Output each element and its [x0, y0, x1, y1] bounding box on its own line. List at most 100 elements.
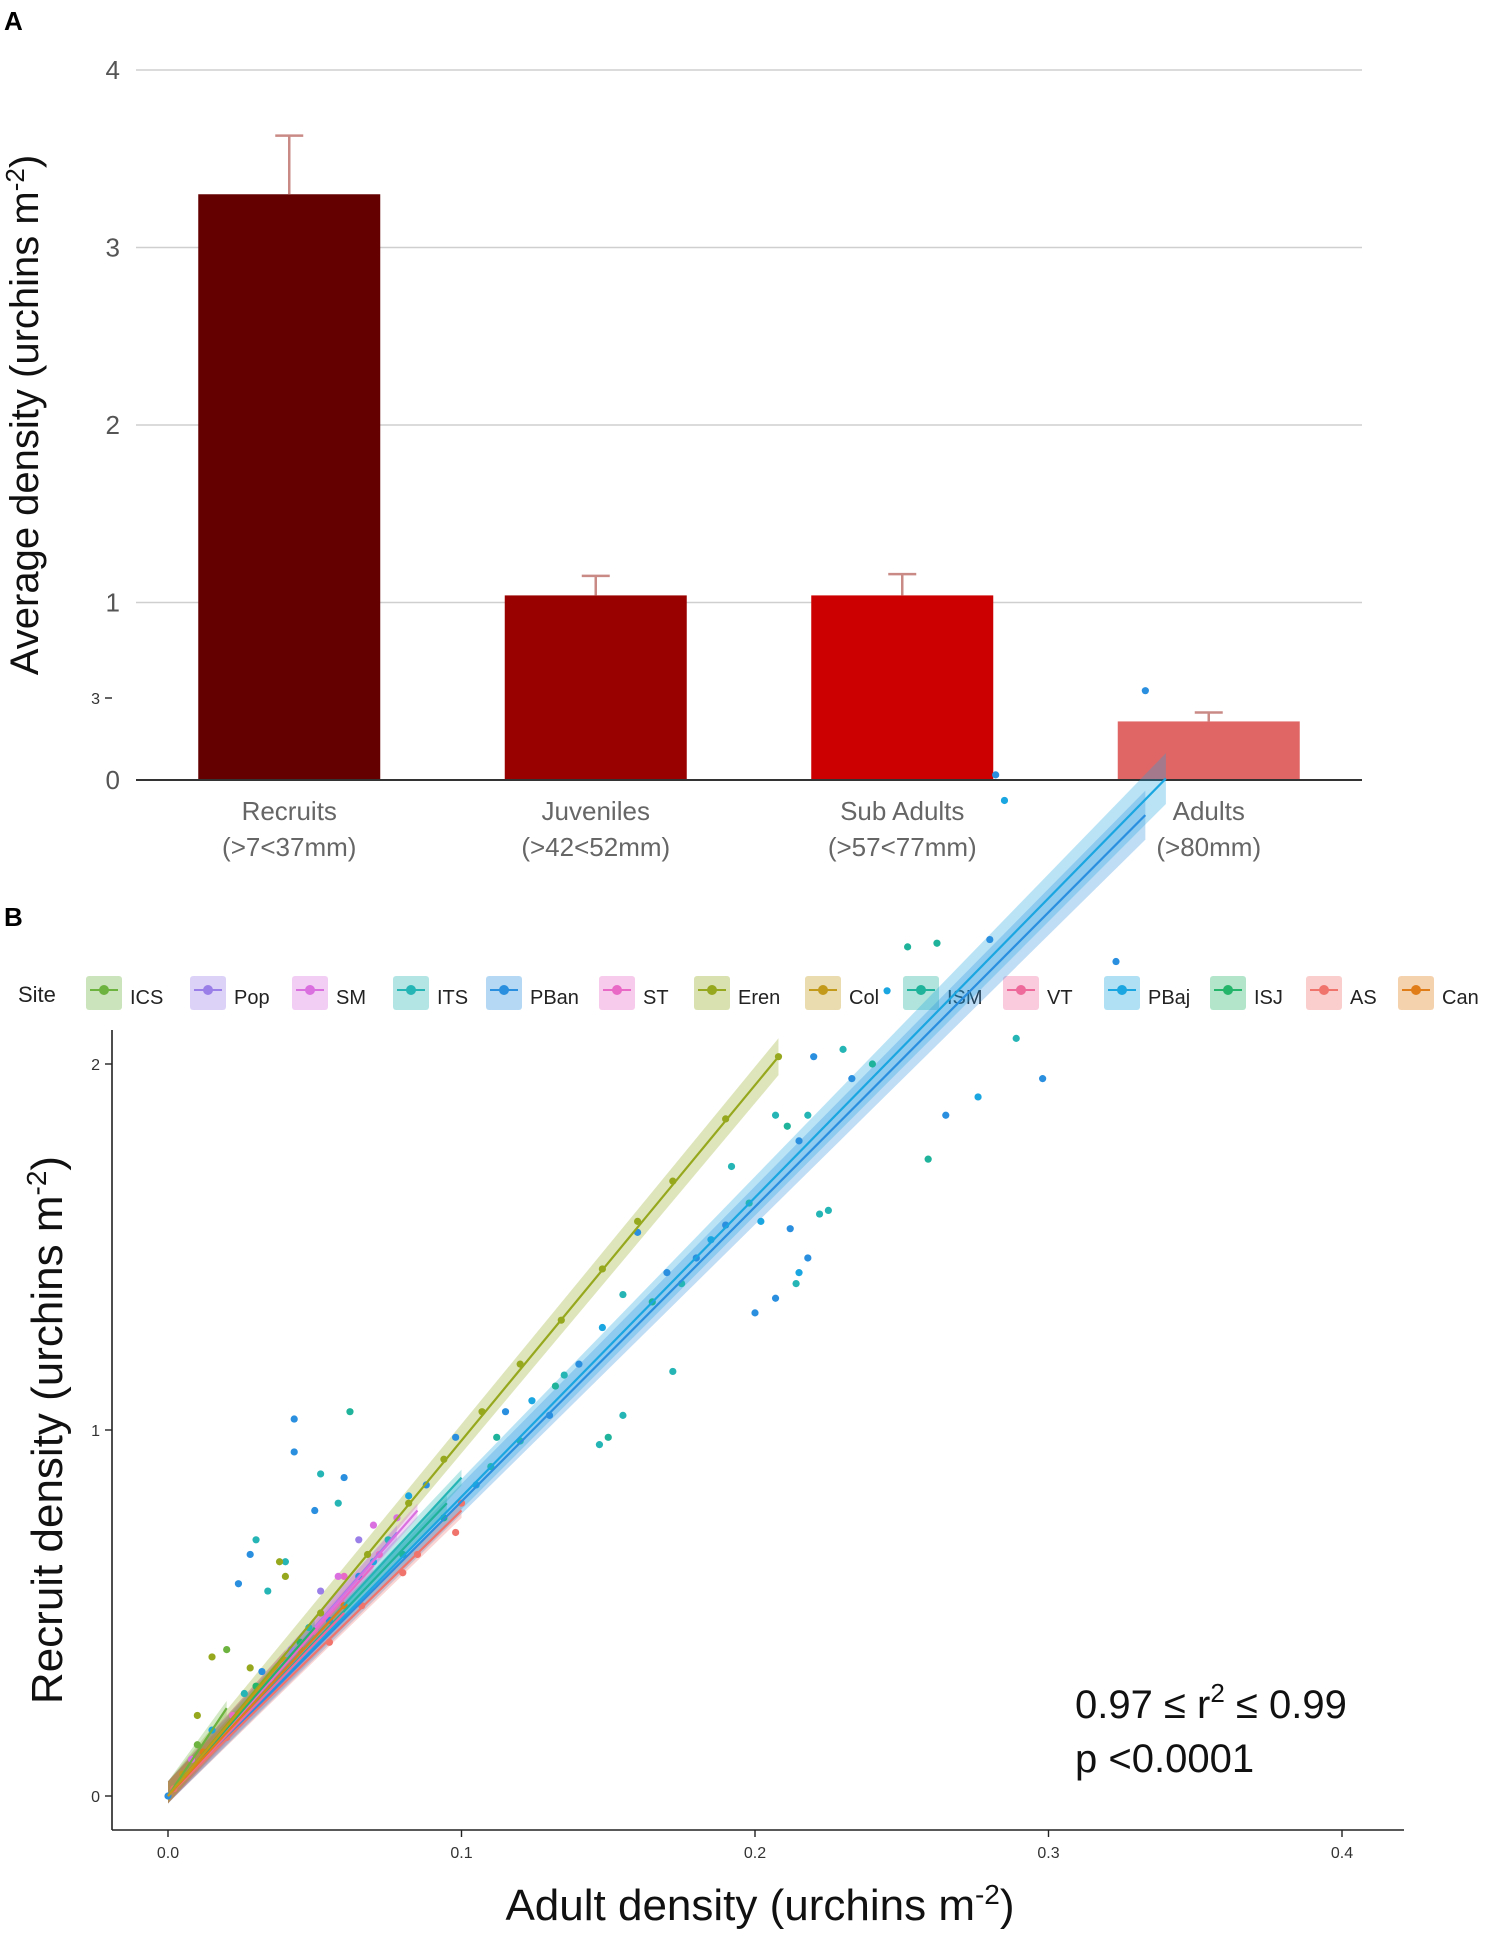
legend-label-col: Col	[849, 987, 879, 1009]
point-pban-126	[848, 1075, 856, 1083]
fit-line-as	[167, 1509, 463, 1797]
panel-a-letter: A	[4, 6, 23, 36]
point-its-26	[824, 1206, 832, 1214]
point-as-84	[452, 1528, 460, 1537]
y-tick-label-0: 0	[91, 1789, 100, 1806]
panel-b-fit-lines	[167, 777, 1167, 1797]
point-eren-117	[246, 1664, 254, 1672]
legend-dot-as	[1319, 985, 1329, 995]
point-eren-77	[208, 1653, 216, 1661]
panel-b-x-axis-label: Adult density (urchins m-2)	[505, 1879, 1014, 1930]
point-eren-53	[634, 1217, 642, 1225]
point-eren-118	[193, 1711, 201, 1720]
panel-b-y-axis-label: Recruit density (urchins m-2)	[21, 1156, 72, 1704]
y-tick-label-1: 1	[91, 1423, 100, 1440]
category-label-juveniles: Juveniles	[542, 796, 650, 826]
x-tick-label-0.3: 0.3	[1037, 1845, 1059, 1862]
category-label-recruits: Recruits	[242, 796, 337, 826]
legend-label-eren: Eren	[738, 987, 780, 1009]
legend-dot-pop	[203, 985, 213, 995]
legend-label-as: AS	[1350, 987, 1377, 1009]
point-as-83	[457, 1499, 466, 1507]
point-pban-21	[804, 1254, 812, 1262]
point-pban-48	[452, 1433, 460, 1441]
point-pban-68	[311, 1506, 319, 1515]
x-tick-label-0.4: 0.4	[1331, 1845, 1353, 1862]
point-pban-8	[1039, 1075, 1047, 1083]
point-pbaj-122	[528, 1397, 536, 1405]
point-as-86	[399, 1569, 407, 1577]
point-ism-42	[551, 1382, 560, 1390]
point-pban-62	[290, 1415, 298, 1423]
point-pban-106	[258, 1667, 266, 1676]
bar-adults	[1117, 721, 1300, 780]
point-ism-4	[933, 939, 941, 947]
legend-dot-eren	[707, 985, 717, 995]
point-pban-6	[1112, 957, 1120, 966]
y-tick-label-2: 2	[106, 410, 120, 440]
legend-label-its: ITS	[437, 987, 468, 1009]
y-tick-label-0: 0	[106, 765, 120, 795]
point-its-33	[619, 1290, 627, 1299]
point-ics-76	[223, 1646, 231, 1654]
point-pban-19	[786, 1225, 794, 1233]
point-pban-66	[340, 1473, 348, 1482]
panel-b-letter: B	[4, 902, 23, 932]
point-ism-127	[868, 1060, 877, 1068]
point-its-65	[317, 1470, 325, 1478]
point-pop-78	[355, 1536, 363, 1544]
point-pbaj-1	[1000, 796, 1009, 805]
legend-title: Site	[18, 982, 56, 1007]
point-pop-119	[317, 1587, 325, 1595]
legend-dot-sm	[305, 985, 315, 995]
bar-recruits	[198, 194, 381, 780]
point-pban-45	[501, 1408, 510, 1416]
point-ism-63	[346, 1408, 354, 1416]
legend-label-isj: ISJ	[1254, 987, 1283, 1009]
x-tick-label-0.0: 0.0	[157, 1845, 179, 1862]
panel-a-category-labels: Recruits (>7<37mm) Juveniles (>42<52mm) Sub …	[222, 796, 1261, 862]
point-pban-23	[771, 1294, 780, 1302]
point-its-107	[240, 1689, 248, 1698]
point-pban-3	[986, 935, 994, 944]
point-sm-120	[334, 1572, 342, 1580]
legend-dot-its	[406, 985, 416, 995]
panel-b-y-ticks: 0 1 2 3	[91, 691, 112, 1806]
legend-dot-pbaj	[1117, 985, 1127, 995]
legend-dot-ism	[916, 985, 926, 995]
category-range-recruits: (>7<37mm)	[222, 832, 356, 862]
point-pbaj-12	[883, 987, 891, 995]
legend-dot-col	[818, 985, 828, 995]
y-tick-label-3: 3	[91, 691, 100, 708]
panel-a-y-axis-label: Average density (urchins m-2)	[0, 155, 47, 675]
p-value-annotation: p <0.0001	[1075, 1737, 1254, 1781]
point-st-81	[340, 1572, 348, 1580]
panel-a-y-tick-labels: 0 1 2 3 4	[106, 55, 120, 795]
point-sm-79	[369, 1521, 378, 1529]
legend-dot-pban	[499, 985, 509, 995]
fit-line-eren	[167, 1055, 780, 1797]
panel-b-x-ticks: 0.0 0.1 0.2 0.3 0.4	[157, 1830, 1353, 1862]
y-tick-label-2: 2	[91, 1057, 100, 1074]
point-its-67	[334, 1499, 342, 1507]
x-tick-label-0.2: 0.2	[744, 1845, 766, 1862]
point-its-20	[815, 1210, 824, 1218]
bar-juveniles	[504, 595, 687, 780]
point-pbaj-40	[598, 1323, 606, 1332]
y-tick-label-1: 1	[106, 588, 120, 618]
point-pban-64	[290, 1448, 298, 1456]
category-range-adults: (>80mm)	[1156, 832, 1261, 862]
legend-label-pbaj: PBaj	[1148, 987, 1190, 1009]
category-range-sub-adults: (>57<77mm)	[828, 832, 977, 862]
category-label-sub-adults: Sub Adults	[840, 796, 964, 826]
point-its-36	[669, 1367, 677, 1376]
legend-label-pop: Pop	[234, 987, 270, 1009]
legend-dot-vt	[1016, 985, 1026, 995]
point-its-25	[792, 1280, 800, 1288]
panel-a-bars	[198, 194, 1300, 780]
category-label-adults: Adults	[1173, 796, 1245, 826]
point-ism-11	[924, 1155, 932, 1163]
legend-dot-isj	[1223, 985, 1233, 995]
point-pban-10	[942, 1111, 950, 1119]
